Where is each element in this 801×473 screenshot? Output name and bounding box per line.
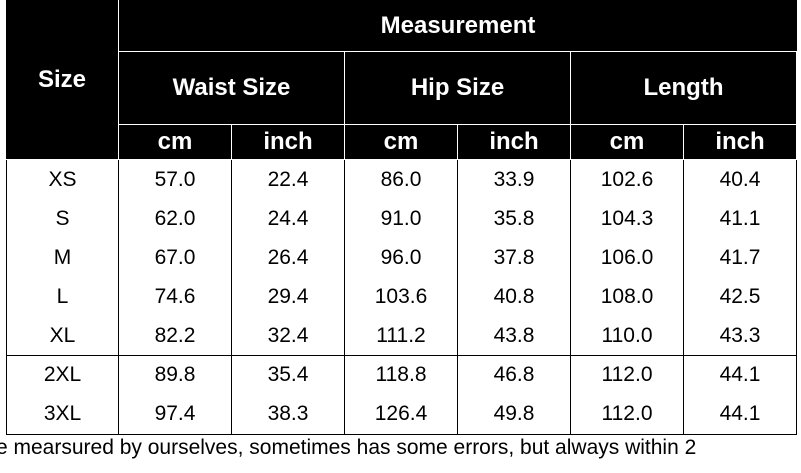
measurement-value: 112.0 [571,355,684,396]
measurement-value: 126.4 [345,394,458,435]
unit-header: inch [684,125,797,160]
unit-header: cm [571,125,684,160]
measurement-value: 49.8 [458,394,571,435]
measurement-value: 43.8 [458,316,571,357]
size-label: M [6,238,119,279]
measurement-value: 118.8 [345,355,458,396]
measurement-header: Measurement [119,0,798,52]
measurement-value: 44.1 [684,394,797,435]
unit-header: cm [345,125,458,160]
measurement-value: 46.8 [458,355,571,396]
measurement-value: 57.0 [119,160,232,201]
size-label: XL [6,316,119,357]
measurement-value: 86.0 [345,160,458,201]
measurement-value: 82.2 [119,316,232,357]
measurement-value: 29.4 [232,277,345,318]
footnote: e mearsured by ourselves, sometimes has … [0,436,697,459]
measurement-value: 26.4 [232,238,345,279]
unit-header: cm [119,125,232,160]
measurement-value: 22.4 [232,160,345,201]
measurement-value: 42.5 [684,277,797,318]
measurement-value: 96.0 [345,238,458,279]
size-label: L [6,277,119,318]
measurement-value: 38.3 [232,394,345,435]
measurement-value: 41.7 [684,238,797,279]
measurement-value: 108.0 [571,277,684,318]
measurement-value: 41.1 [684,199,797,240]
measurement-value: 35.4 [232,355,345,396]
measurement-value: 74.6 [119,277,232,318]
measurement-value: 43.3 [684,316,797,357]
measurement-value: 32.4 [232,316,345,357]
measurement-value: 24.4 [232,199,345,240]
measurement-value: 102.6 [571,160,684,201]
measurement-value: 104.3 [571,199,684,240]
measurement-value: 89.8 [119,355,232,396]
measurement-value: 35.8 [458,199,571,240]
measurement-value: 111.2 [345,316,458,357]
measurement-value: 37.8 [458,238,571,279]
measurement-value: 44.1 [684,355,797,396]
measurement-value: 40.8 [458,277,571,318]
group-header: Length [571,52,797,125]
measurement-value: 97.4 [119,394,232,435]
unit-header: inch [232,125,345,160]
measurement-value: 40.4 [684,160,797,201]
group-header: Hip Size [345,52,571,125]
unit-header: inch [458,125,571,160]
measurement-value: 112.0 [571,394,684,435]
group-header: Waist Size [119,52,345,125]
size-header: Size [6,0,119,160]
measurement-value: 62.0 [119,199,232,240]
size-label: S [6,199,119,240]
size-label: 3XL [6,394,119,435]
measurement-value: 103.6 [345,277,458,318]
measurement-value: 106.0 [571,238,684,279]
size-label: 2XL [6,355,119,396]
measurement-value: 91.0 [345,199,458,240]
measurement-value: 110.0 [571,316,684,357]
measurement-value: 67.0 [119,238,232,279]
measurement-value: 33.9 [458,160,571,201]
size-label: XS [6,160,119,201]
